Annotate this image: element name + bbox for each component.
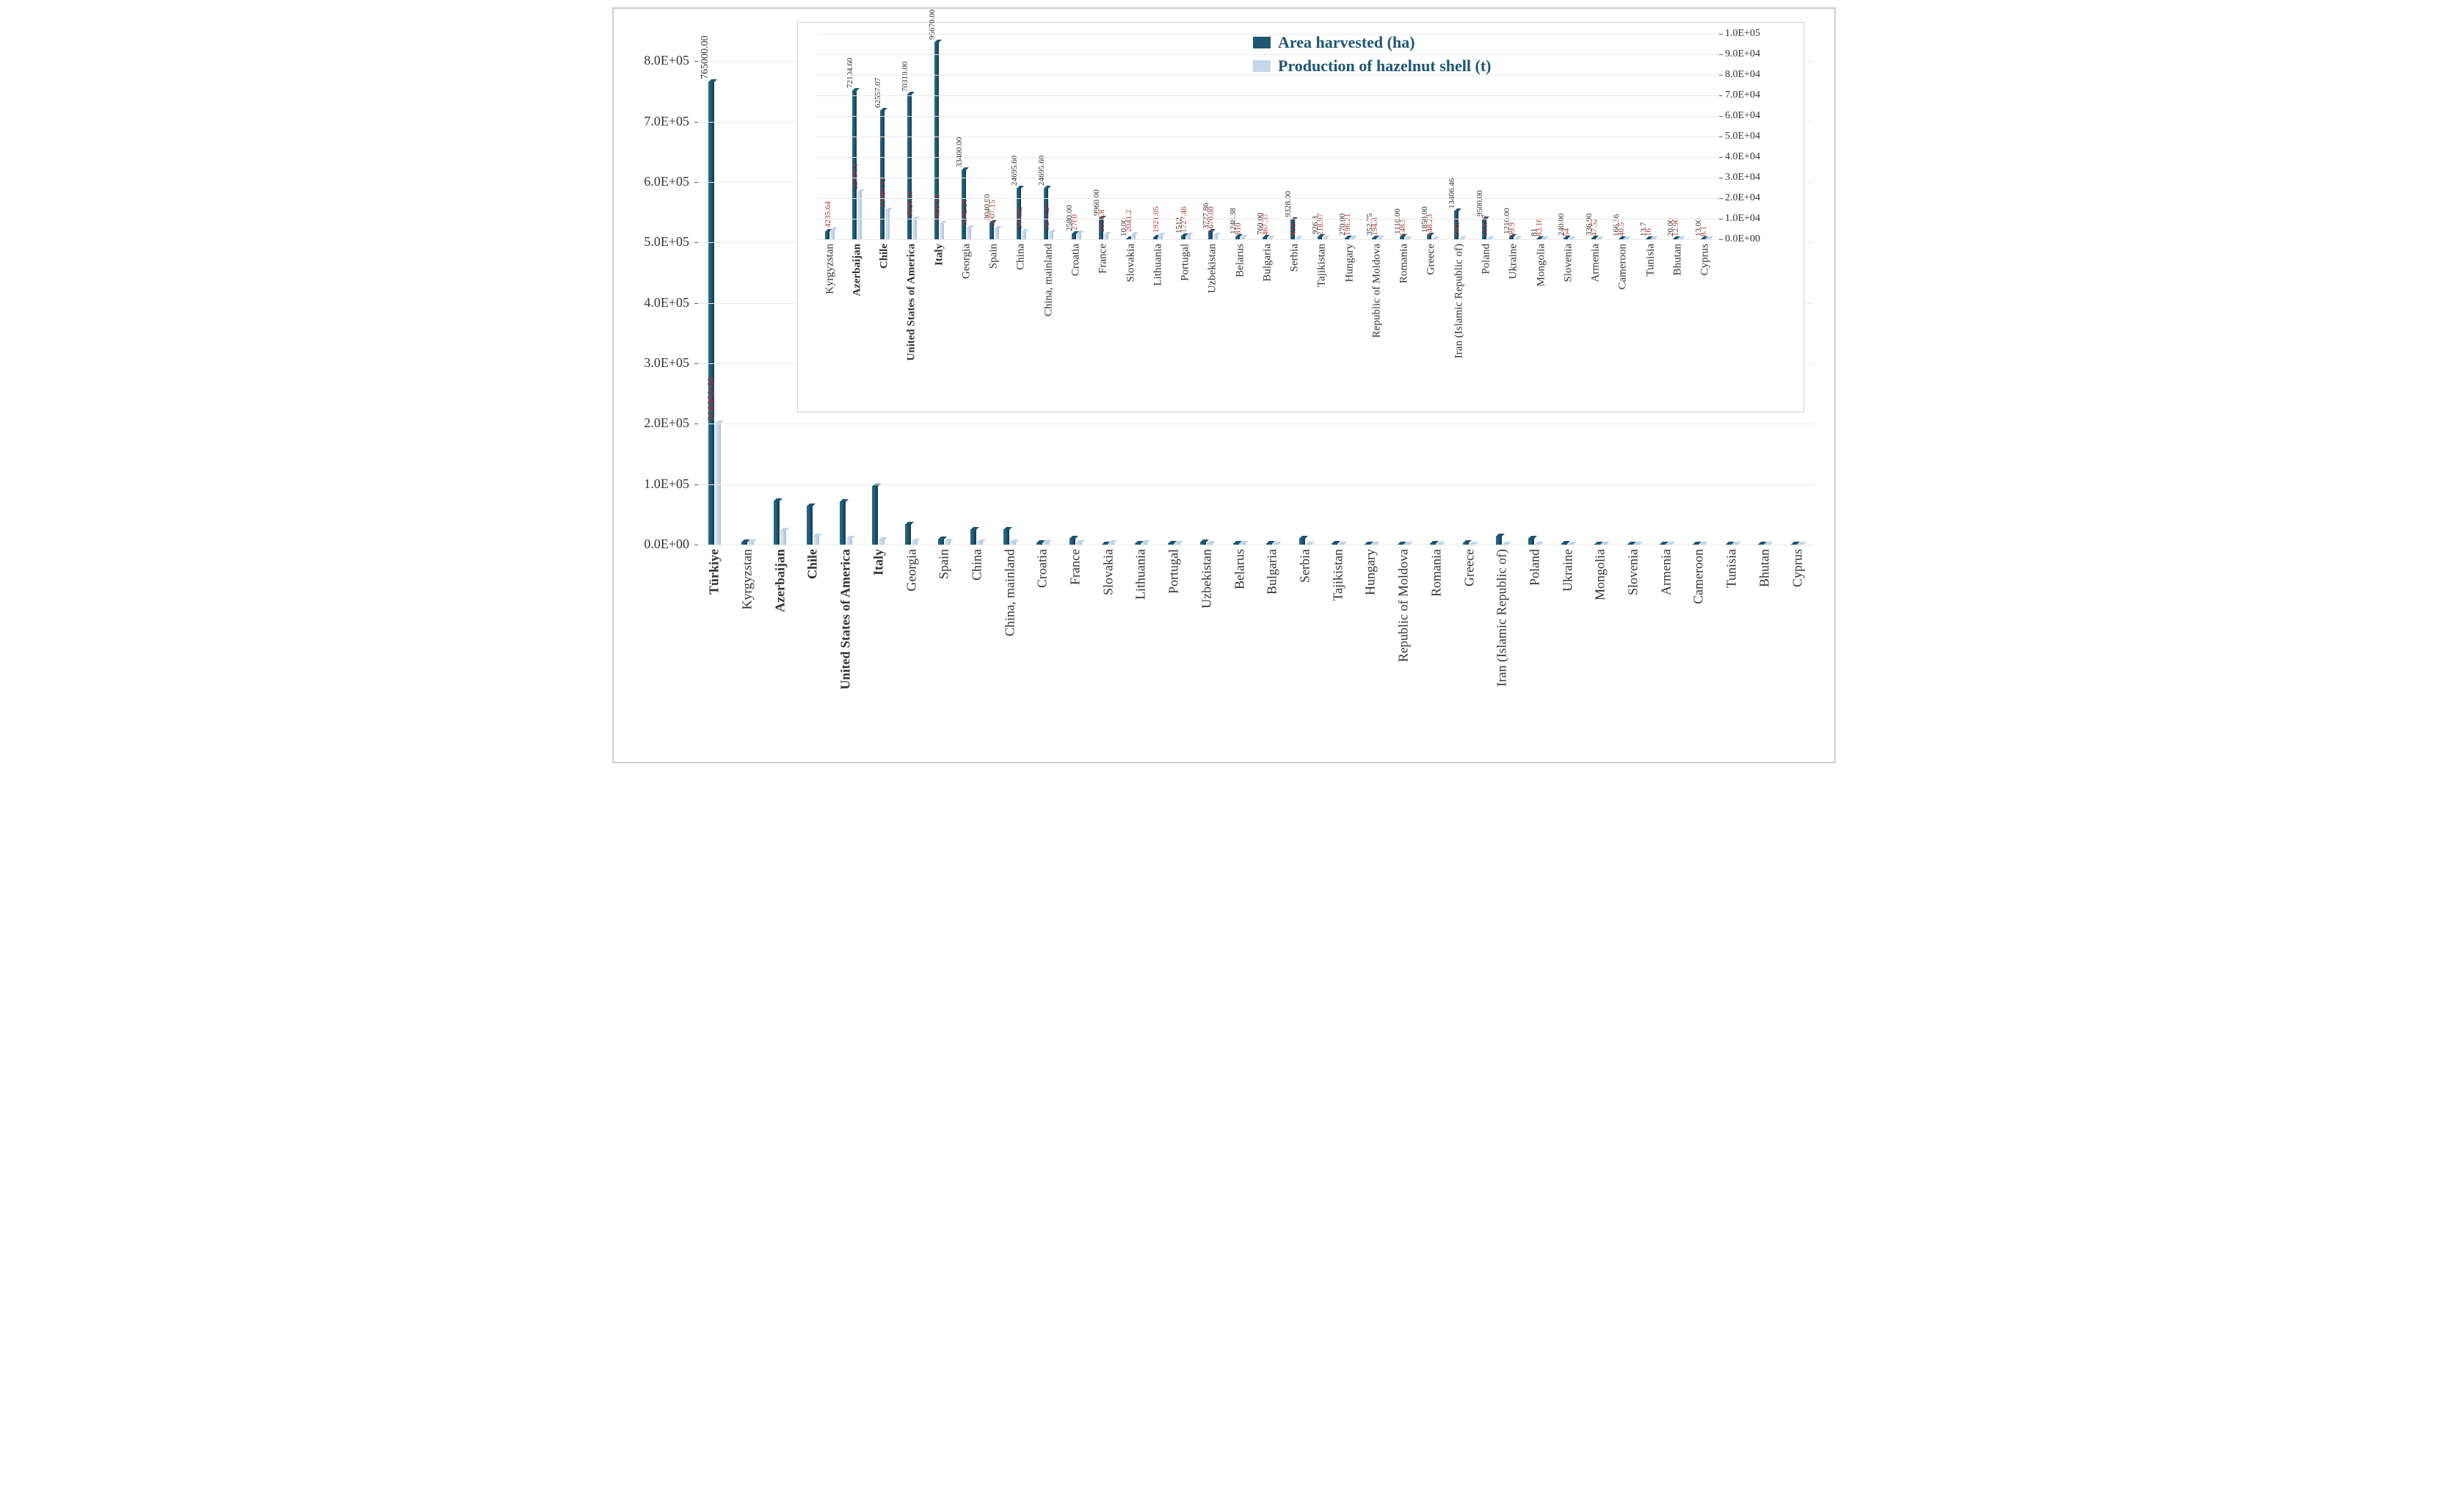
y-tick-label: 3.0E+05 (644, 355, 689, 371)
y-tick-label: 8.0E+05 (644, 53, 689, 68)
y-tick-label: 8.0E+04 (1725, 69, 1760, 81)
y-tick-mark (694, 182, 698, 183)
legend: Area harvested (ha) Production of hazeln… (1253, 33, 1491, 76)
y-tick-mark (694, 363, 698, 364)
y-tick-label: 1.0E+05 (644, 476, 689, 492)
y-tick-mark (1719, 157, 1723, 158)
legend-item-prod: Production of hazelnut shell (t) (1253, 57, 1491, 76)
figure-container: 765000.00200892.69 TürkiyeKyrgyzstanAzer… (612, 7, 1836, 763)
y-tick-mark (694, 242, 698, 243)
y-tick-label: 4.0E+04 (1725, 151, 1760, 163)
y-tick-mark (1719, 239, 1723, 240)
y-tick-label: 4.0E+05 (644, 295, 689, 310)
y-tick-mark (694, 484, 698, 485)
y-tick-mark (694, 61, 698, 62)
y-tick-label: 7.0E+05 (644, 114, 689, 129)
legend-label-prod: Production of hazelnut shell (t) (1278, 57, 1491, 76)
y-tick-label: 2.0E+05 (644, 415, 689, 431)
y-tick-label: 5.0E+05 (644, 234, 689, 250)
legend-label-area: Area harvested (ha) (1278, 33, 1415, 52)
y-tick-mark (1719, 95, 1723, 96)
inset-y-axis: 0.0E+00 1.0E+04 2.0E+04 3.0E+04 4.0E+04 5.0E+… (798, 23, 1804, 412)
legend-item-area: Area harvested (ha) (1253, 33, 1491, 52)
y-tick-mark (1719, 116, 1723, 117)
y-tick-label: 1.0E+05 (1725, 28, 1760, 40)
y-tick-label: 9.0E+04 (1725, 48, 1760, 60)
y-tick-label: 5.0E+04 (1725, 131, 1760, 142)
y-tick-mark (694, 303, 698, 304)
y-tick-mark (1719, 54, 1723, 55)
y-tick-label: 7.0E+04 (1725, 90, 1760, 101)
y-tick-label: 3.0E+04 (1725, 172, 1760, 183)
y-tick-label: 1.0E+04 (1725, 213, 1760, 225)
inset-frame: 4235.6472104.6022796.162557.0713887.7270… (797, 22, 1804, 412)
y-tick-label: 6.0E+05 (644, 174, 689, 189)
y-tick-mark (694, 122, 698, 123)
y-tick-label: 2.0E+04 (1725, 192, 1760, 204)
legend-swatch-area (1253, 37, 1271, 48)
y-tick-label: 0.0E+00 (644, 537, 689, 552)
legend-swatch-prod (1253, 60, 1271, 72)
inset-bar-chart: 4235.6472104.6022796.162557.0713887.7270… (798, 23, 1804, 412)
y-tick-label: 0.0E+00 (1725, 233, 1760, 245)
y-tick-mark (1719, 198, 1723, 199)
y-tick-label: 6.0E+04 (1725, 110, 1760, 122)
y-tick-mark (1719, 75, 1723, 76)
